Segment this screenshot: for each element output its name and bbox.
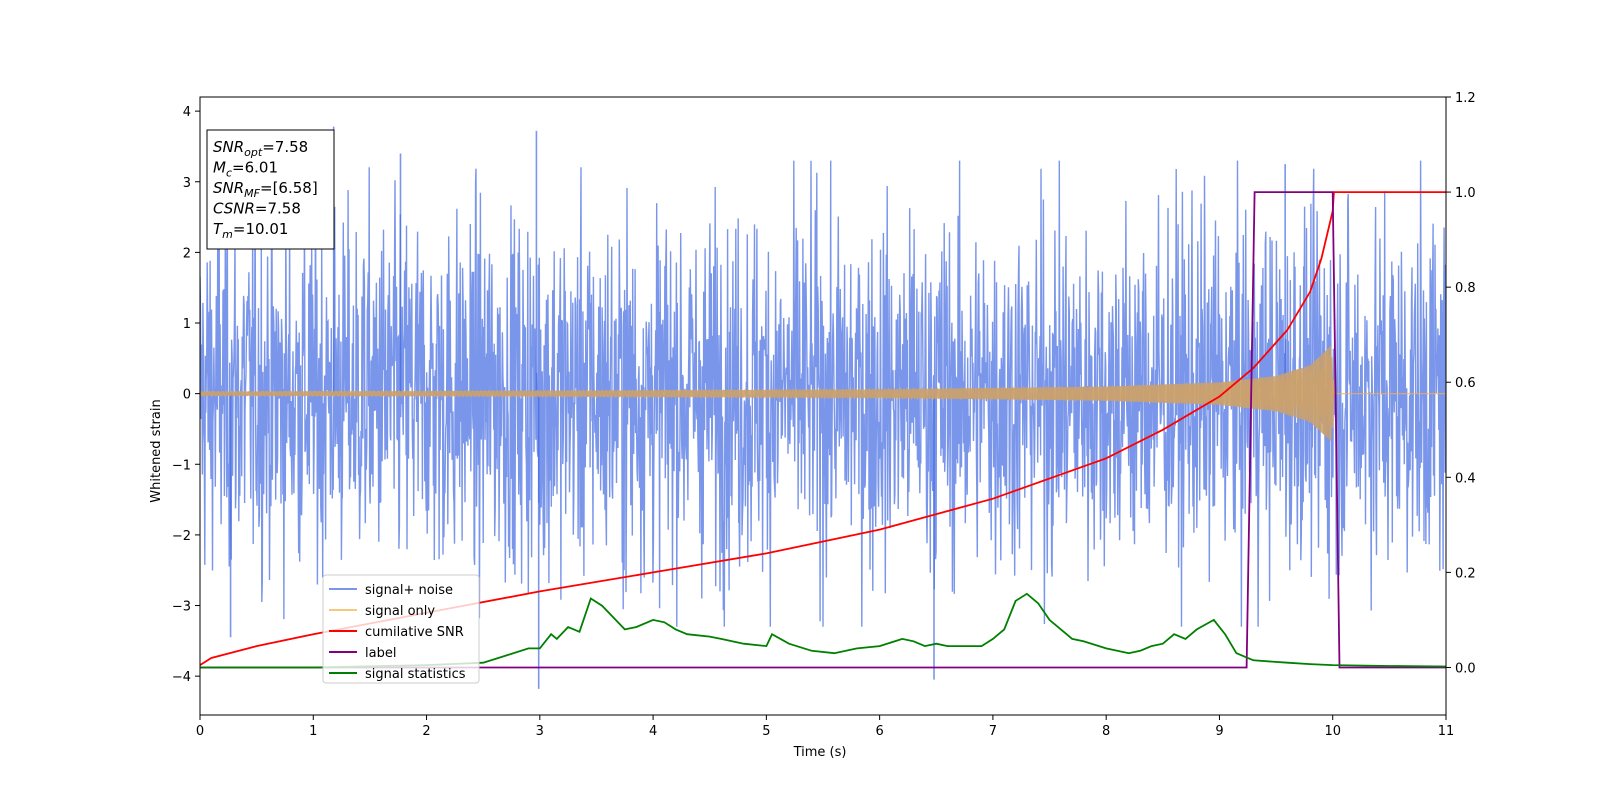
y-right-tick-label: 1.2 — [1455, 91, 1476, 106]
legend-entry: label — [365, 646, 396, 661]
series-signal-statistics — [200, 592, 1447, 669]
y-tick-label: −3 — [172, 600, 191, 615]
x-tick-label: 4 — [649, 724, 657, 739]
legend-entry: cumilative SNR — [365, 625, 464, 640]
y-tick-label: −1 — [172, 458, 191, 473]
legend-entry: signal only — [365, 604, 435, 619]
legend-entry: signal+ noise — [365, 583, 453, 598]
x-tick-label: 10 — [1324, 724, 1341, 739]
x-tick-label: 7 — [989, 724, 997, 739]
y-tick-label: 1 — [183, 317, 191, 332]
annotation-line: Tm=10.01 — [213, 220, 288, 241]
annotation-frame — [206, 129, 335, 250]
plot-frame — [199, 96, 1447, 716]
y-axis-label: Whitened strain — [149, 399, 164, 502]
y-tick-label: 0 — [183, 388, 191, 403]
x-tick-label: 11 — [1438, 724, 1455, 739]
series-label — [200, 191, 1446, 669]
annotation-line: SNRopt=7.58 — [213, 138, 308, 159]
y-right-tick-label: 1.0 — [1455, 186, 1476, 201]
x-tick-label: 6 — [875, 724, 883, 739]
x-tick-label: 8 — [1102, 724, 1110, 739]
annotation-line: Mc=6.01 — [213, 159, 278, 180]
legend: signal+ noise signal only cumilative SNR la… — [322, 574, 480, 684]
x-tick-label: 5 — [762, 724, 770, 739]
y-right-tick-label: 0.8 — [1455, 281, 1476, 296]
x-tick-label: 1 — [309, 724, 317, 739]
signal-envelope — [200, 345, 1334, 442]
y-tick-label: −2 — [172, 529, 191, 544]
y-right-tick-label: 0.6 — [1455, 376, 1476, 391]
y-tick-label: 3 — [183, 176, 191, 191]
legend-frame — [322, 574, 480, 684]
y-tick-label: 4 — [183, 105, 191, 120]
y-right-tick-label: 0.4 — [1455, 471, 1476, 486]
x-tick-label: 9 — [1215, 724, 1223, 739]
x-tick-label: 2 — [422, 724, 430, 739]
x-tick-label: 0 — [196, 724, 204, 739]
legend-entry: signal statistics — [365, 667, 466, 682]
plot-area — [199, 126, 1447, 689]
y-tick-label: −4 — [172, 670, 191, 685]
x-axis-label: Time (s) — [793, 745, 847, 760]
x-tick-label: 3 — [536, 724, 544, 739]
y-right-tick-label: 0.2 — [1455, 566, 1476, 581]
y-tick-label: 2 — [183, 246, 191, 261]
annotation-line: SNRMF=[6.58] — [213, 179, 318, 200]
y-right-tick-label: 0.0 — [1455, 661, 1476, 676]
annotation-line: CSNR=7.58 — [213, 200, 301, 218]
axes: 0 1 2 3 4 5 6 7 8 9 10 11 −4 −3 −2 −1 0 1 2 3 4 0.0 0.2 0.4 0.6 0… — [172, 91, 1476, 739]
